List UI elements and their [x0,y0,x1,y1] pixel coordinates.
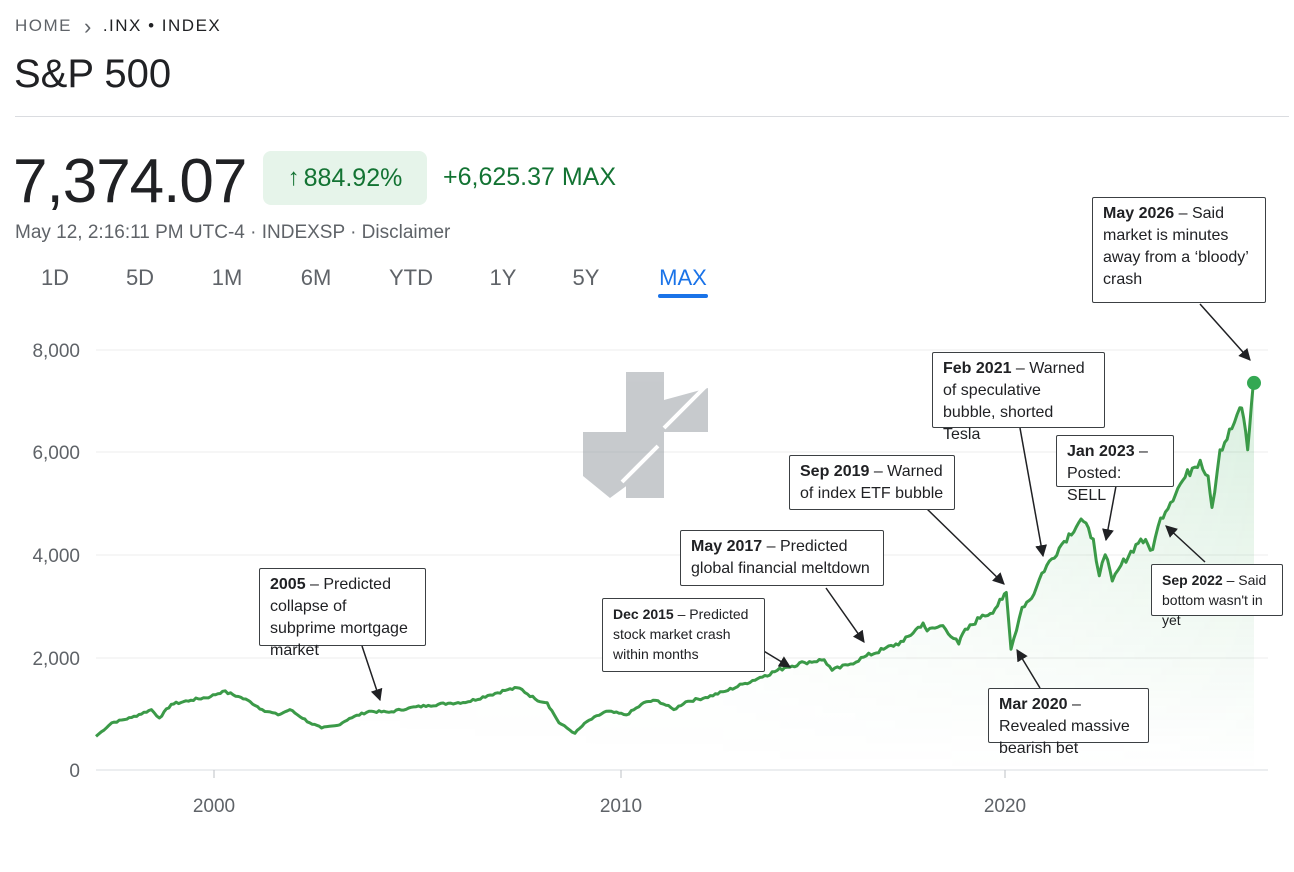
annotation-feb-2021: Feb 2021 – Warned of speculative bubble,… [932,352,1105,443]
annotation-arrows [361,303,1251,702]
price-area-fill [96,382,1254,770]
breadcrumb-home[interactable]: HOME [15,16,72,35]
arrow-sep-2022 [1165,525,1206,563]
arrow-may-2017 [825,587,865,643]
y-tick-label: 0 [69,761,80,782]
tab-ytd[interactable]: YTD [389,265,433,290]
absolute-change: +6,625.37 MAX [443,163,617,191]
tab-max[interactable]: MAX [659,265,707,290]
annotation-text: – Predicted collapse of subprime mortgag… [270,576,408,659]
x-axis-labels: 2000 2010 2020 [193,770,1026,817]
y-tick-label: 4,000 [32,546,80,567]
annotation-2005: 2005 – Predicted collapse of subprime mo… [259,568,426,659]
arrow-dec-2015 [761,649,792,668]
annotation-date: Dec 2015 [613,606,674,622]
tab-1m[interactable]: 1M [211,265,243,290]
x-tick-label: 2000 [193,796,235,817]
annotation-date: Mar 2020 [999,696,1068,713]
annotation-date: May 2026 [1103,205,1175,222]
logo-arrow [620,444,660,484]
annotation-date: Feb 2021 [943,360,1012,377]
watermark-logo [583,372,708,498]
annotation-sep-2019: Sep 2019 – Warned of index ETF bubble [789,455,955,510]
annotation-mar-2020: Mar 2020 – Revealed massive bearish bet [988,688,1149,757]
annotation-text: – Posted: SELL [1067,443,1148,504]
y-tick-label: 8,000 [32,341,80,362]
breadcrumb: HOME › .INX • INDEX [15,13,222,39]
annotation-may-2026: May 2026 – Said market is minutes away f… [1092,197,1266,303]
percent-change-value: 884.92% [303,163,403,192]
arrow-up-icon: ↑ [287,164,300,191]
x-tick-label: 2020 [984,796,1026,817]
current-price: 7,374.07 [13,147,247,216]
annotation-text: – Predicted stock market crash within mo… [613,606,749,662]
arrow-jan-2023 [1102,485,1117,542]
annotation-text: – Predicted global financial meltdown [691,538,870,577]
annotation-text: – Said bottom wasn't in yet [1162,572,1267,628]
price-line [95,382,1256,738]
tab-5y[interactable]: 5Y [572,265,600,290]
annotation-text: – Revealed massive bearish bet [999,696,1130,757]
annotation-text: – Warned of speculative bubble, shorted … [943,360,1085,443]
divider [15,116,1289,117]
logo-shape [664,388,708,432]
annotation-date: Sep 2022 [1162,572,1223,588]
page-title: S&P 500 [14,52,172,96]
quote-meta: May 12, 2:16:11 PM UTC-4 · INDEXSP · Dis… [15,222,451,243]
annotation-sep-2022: Sep 2022 – Said bottom wasn't in yet [1151,564,1283,628]
annotation-may-2017: May 2017 – Predicted global financial me… [680,530,884,586]
y-axis-labels: 8,000 6,000 4,000 2,000 0 [32,341,80,782]
tab-5d[interactable]: 5D [125,265,155,290]
chevron-right-icon: › [84,13,93,39]
arrow-mar-2020 [1016,648,1041,689]
y-tick-label: 2,000 [32,649,80,670]
annotation-date: Jan 2023 [1067,443,1135,460]
annotation-text: – Said market is minutes away from a ‘bl… [1103,205,1249,288]
percent-change-badge: ↑ 884.92% [263,151,427,205]
tab-1d[interactable]: 1D [40,265,70,290]
annotation-jan-2023: Jan 2023 – Posted: SELL [1056,435,1174,504]
tab-6m[interactable]: 6M [300,265,332,290]
annotation-date: May 2017 [691,538,763,555]
x-tick-label: 2010 [600,796,642,817]
annotation-dec-2015: Dec 2015 – Predicted stock market crash … [602,598,765,672]
arrow-may-2026 [1199,303,1251,361]
logo-arrow [662,384,708,430]
latest-price-point[interactable] [1247,375,1261,390]
breadcrumb-symbol: .INX • INDEX [102,16,222,35]
y-tick-label: 6,000 [32,443,80,464]
active-tab-indicator [658,294,708,298]
logo-shape [583,432,664,498]
arrow-feb-2021 [1019,427,1047,558]
tab-1y[interactable]: 1Y [489,265,517,290]
range-tabs: 1D 5D 1M 6M YTD 1Y 5Y MAX [0,265,760,305]
annotation-text: – Warned of index ETF bubble [800,463,944,502]
annotation-date: 2005 [270,576,306,593]
arrow-sep-2019 [925,507,1005,585]
arrow-2005 [361,645,383,702]
annotation-date: Sep 2019 [800,463,870,480]
